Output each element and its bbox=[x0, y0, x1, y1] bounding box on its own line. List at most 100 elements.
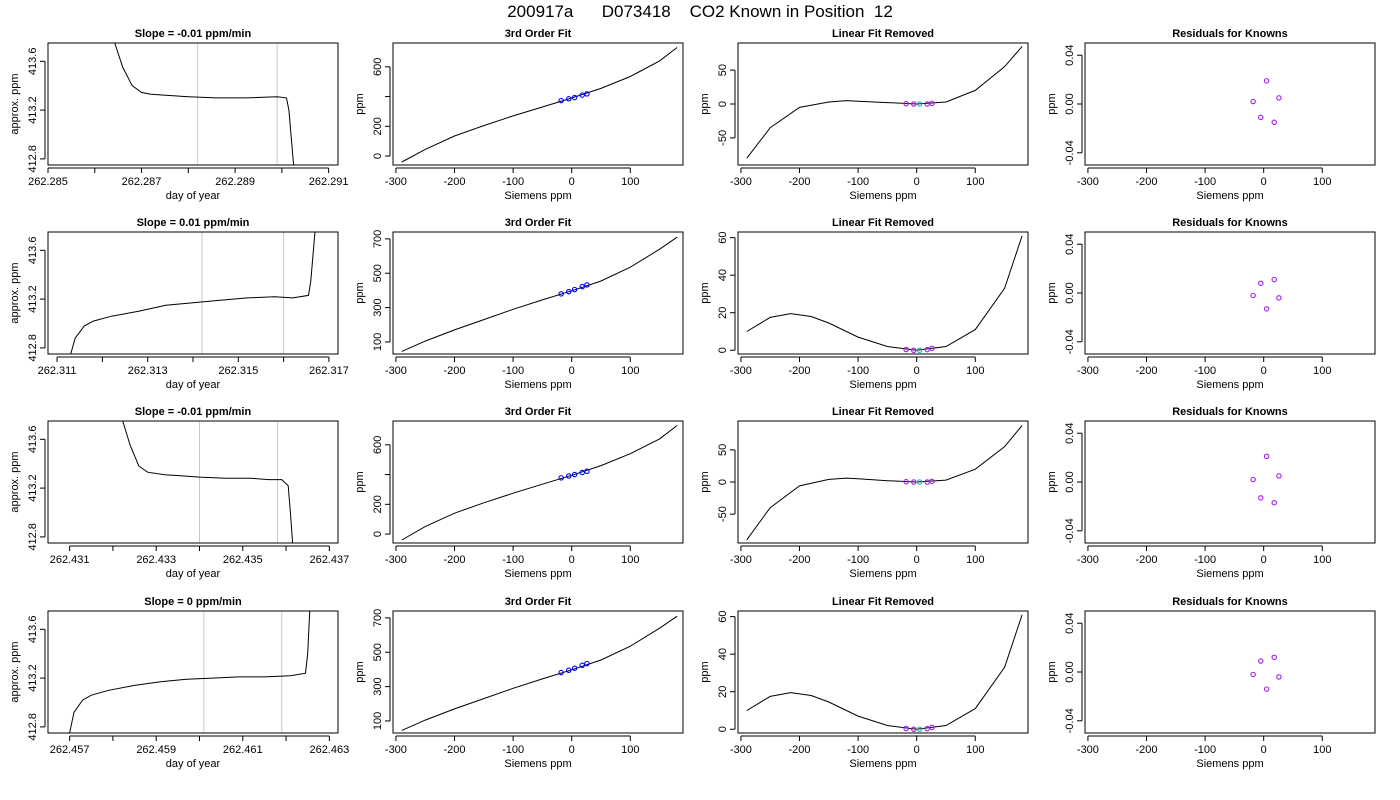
chart-panel-6: 3rd Order Fit -300 -200 -100 0 100 Siemens ppm… bbox=[354, 217, 684, 391]
y-tick-label: -50 bbox=[717, 506, 729, 522]
y-tick-label: 0.04 bbox=[1064, 233, 1076, 254]
chart-title: Slope = -0.01 ppm/min bbox=[135, 406, 252, 418]
y-axis-label: ppm bbox=[354, 661, 366, 682]
data-point bbox=[558, 291, 564, 297]
data-point bbox=[903, 478, 909, 485]
figure-title: 200917a D073418 CO2 Known in Position 12 bbox=[507, 2, 893, 21]
y-tick-label: 413.2 bbox=[27, 474, 39, 502]
series-line bbox=[401, 236, 678, 352]
data-point bbox=[1276, 295, 1282, 301]
plot-frame bbox=[1084, 231, 1376, 355]
x-axis-label: Siemens ppm bbox=[849, 190, 916, 202]
data-point bbox=[1263, 306, 1270, 312]
chart-panel-11: Linear Fit Removed -300 -200 -100 0 100 Siemen… bbox=[699, 406, 1029, 580]
y-tick-label: 20 bbox=[717, 307, 729, 319]
data-point bbox=[579, 469, 585, 476]
x-tick-label: 0 bbox=[1261, 554, 1267, 566]
x-tick-label: 262.287 bbox=[122, 176, 162, 188]
y-tick-label: 413.6 bbox=[27, 48, 39, 76]
x-tick-label: 100 bbox=[966, 176, 984, 188]
data-point bbox=[566, 288, 572, 295]
x-tick-label: 262.289 bbox=[215, 176, 255, 188]
y-tick-label: 0.04 bbox=[1064, 612, 1076, 633]
x-tick-label: 100 bbox=[621, 365, 639, 377]
x-tick-label: -200 bbox=[788, 176, 810, 188]
y-axis-label: approx. ppm bbox=[9, 73, 21, 134]
x-tick-label: -300 bbox=[385, 365, 407, 377]
data-point bbox=[1263, 78, 1270, 84]
x-axis-label: Siemens ppm bbox=[849, 379, 916, 391]
y-tick-label: 700 bbox=[372, 609, 384, 627]
chart-panel-4: Residuals for Knowns -300 -200 -100 0 100 Siem… bbox=[1046, 28, 1376, 202]
x-tick-label: 262.291 bbox=[309, 176, 349, 188]
x-tick-label: 262.461 bbox=[223, 744, 263, 756]
series-line bbox=[70, 232, 316, 354]
y-tick-label: 40 bbox=[717, 648, 729, 660]
x-tick-label: 262.459 bbox=[136, 744, 176, 756]
x-tick-label: -200 bbox=[1135, 176, 1157, 188]
chart-title: Slope = 0 ppm/min bbox=[144, 596, 242, 608]
y-axis-label: ppm bbox=[354, 93, 366, 114]
y-tick-label: 412.8 bbox=[27, 145, 39, 173]
chart-title: 3rd Order Fit bbox=[505, 596, 572, 608]
y-tick-label: 200 bbox=[372, 495, 384, 513]
y-axis-label: ppm bbox=[1046, 471, 1058, 492]
x-tick-label: -100 bbox=[502, 176, 524, 188]
x-tick-label: 262.311 bbox=[38, 365, 77, 377]
plot-frame bbox=[392, 420, 684, 544]
y-tick-label: 0.00 bbox=[1064, 661, 1076, 682]
y-tick-label: 0 bbox=[717, 347, 729, 353]
chart-panel-8: Residuals for Knowns -300 -200 -100 0 100 Siem… bbox=[1046, 217, 1376, 391]
x-tick-label: -100 bbox=[847, 176, 869, 188]
y-tick-label: 413.2 bbox=[27, 96, 39, 124]
y-tick-label: 0.00 bbox=[1064, 93, 1076, 114]
x-axis-label: day of year bbox=[166, 758, 221, 770]
chart-panel-9: Slope = -0.01 ppm/min 262.431 262.433 262.4… bbox=[9, 406, 349, 580]
x-axis-label: Siemens ppm bbox=[1196, 190, 1263, 202]
x-tick-label: 262.463 bbox=[309, 744, 349, 756]
y-axis-label: approx. ppm bbox=[9, 451, 21, 512]
data-point bbox=[903, 346, 909, 353]
series-line bbox=[401, 47, 678, 163]
y-tick-label: -50 bbox=[717, 130, 729, 146]
y-tick-label: 300 bbox=[372, 298, 384, 316]
x-tick-label: -100 bbox=[1194, 365, 1216, 377]
y-tick-label: 413.6 bbox=[27, 237, 39, 265]
data-point bbox=[566, 667, 572, 674]
plot-frame bbox=[47, 610, 339, 734]
y-axis-label: ppm bbox=[354, 282, 366, 303]
x-axis-label: Siemens ppm bbox=[849, 568, 916, 580]
data-point bbox=[1276, 674, 1282, 680]
y-tick-label: 412.8 bbox=[27, 334, 39, 362]
x-tick-label: 0 bbox=[1261, 365, 1267, 377]
chart-panel-1: Slope = -0.01 ppm/min 262.285 262.287 262.2… bbox=[9, 28, 349, 202]
data-point bbox=[929, 100, 935, 107]
x-tick-label: -300 bbox=[385, 176, 407, 188]
x-axis-label: Siemens ppm bbox=[1196, 758, 1263, 770]
plot-frame bbox=[737, 231, 1029, 355]
plot-frame bbox=[47, 231, 339, 355]
data-point bbox=[929, 724, 935, 731]
y-tick-label: 413.2 bbox=[27, 664, 39, 692]
y-tick-label: -0.04 bbox=[1064, 329, 1076, 354]
data-point bbox=[579, 283, 585, 290]
data-point bbox=[1263, 686, 1270, 692]
x-axis-label: Siemens ppm bbox=[504, 190, 571, 202]
y-tick-label: 500 bbox=[372, 643, 384, 661]
plot-frame bbox=[737, 42, 1029, 166]
x-tick-label: 262.317 bbox=[309, 365, 349, 377]
chart-title: Linear Fit Removed bbox=[832, 28, 934, 40]
plot-frame bbox=[1084, 42, 1376, 166]
x-tick-label: 262.433 bbox=[136, 554, 176, 566]
x-tick-label: -200 bbox=[443, 744, 465, 756]
data-point bbox=[924, 725, 930, 732]
data-point bbox=[911, 479, 917, 485]
plot-frame bbox=[392, 610, 684, 734]
y-tick-label: 412.8 bbox=[27, 713, 39, 741]
x-tick-label: 262.457 bbox=[50, 744, 90, 756]
x-tick-label: -100 bbox=[1194, 554, 1216, 566]
chart-title: 3rd Order Fit bbox=[505, 406, 572, 418]
series-line bbox=[122, 421, 294, 543]
data-point bbox=[916, 479, 923, 485]
